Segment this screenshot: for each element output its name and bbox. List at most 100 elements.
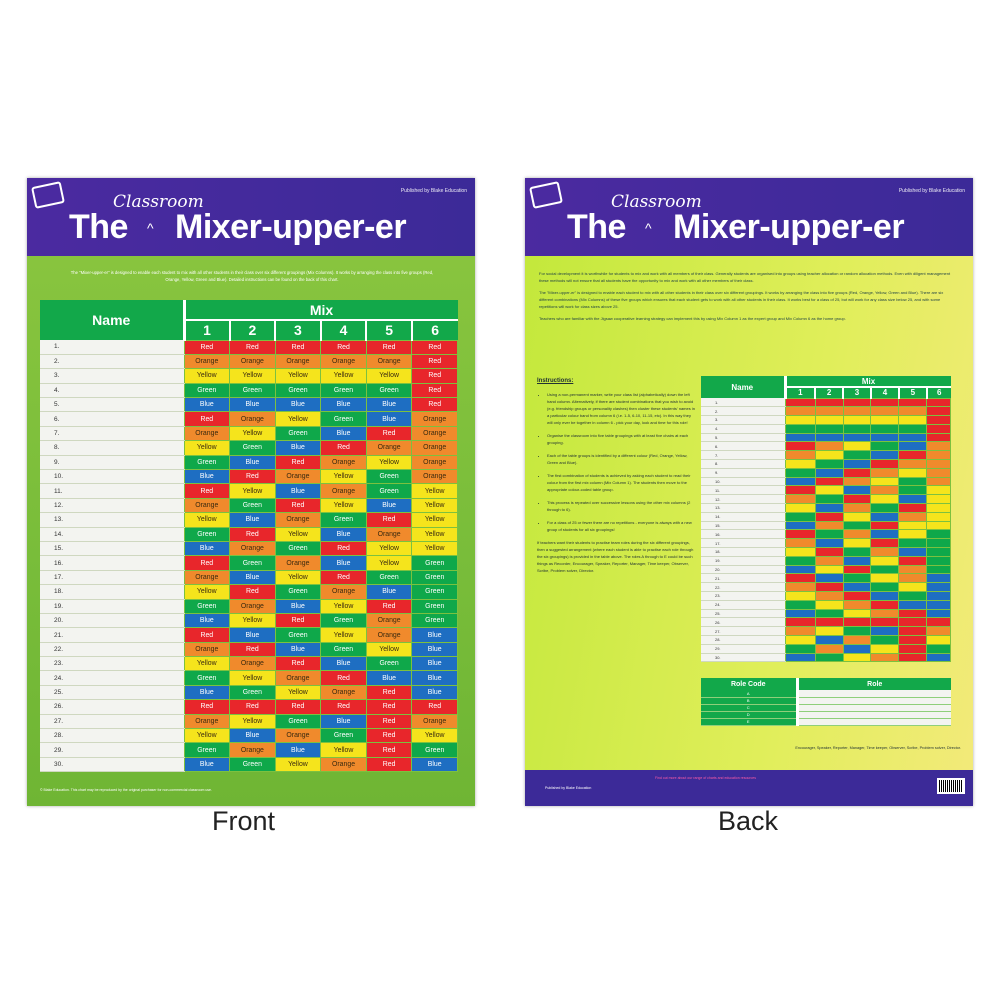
group-cell-yellow [870, 643, 900, 654]
group-cell-green [898, 476, 928, 487]
mix-header: Mix [184, 300, 458, 321]
group-cell-blue [926, 591, 951, 601]
table-row: 23. Yellow Orange Red Blue Green Blue [40, 656, 458, 672]
group-cell-blue: Blue [411, 656, 458, 672]
table-row: 17. [701, 538, 951, 549]
name-cell: 3. [40, 368, 184, 384]
table-row: 10. [701, 476, 951, 487]
role-list: Encourager, Speaker, Reporter, Manager, … [795, 746, 961, 750]
group-cell-yellow: Yellow [183, 656, 231, 672]
name-cell: 13. [701, 503, 785, 513]
role-row: E [701, 718, 951, 726]
group-cell-blue [870, 432, 900, 443]
group-cell-blue [870, 450, 900, 461]
table-row: 7. [701, 450, 951, 461]
name-cell: 6. [701, 441, 785, 452]
group-cell-blue: Blue [320, 656, 367, 672]
name-cell: 7. [701, 450, 785, 461]
role-input [797, 690, 951, 698]
mix-column-header: 6 [410, 320, 458, 340]
name-cell: 10. [701, 477, 785, 487]
group-cell-blue: Blue [229, 397, 276, 413]
table-row: 7. Orange Yellow Green Blue Red Orange [40, 425, 458, 442]
group-cell-red: Red [365, 512, 413, 528]
group-cell-red [814, 511, 844, 522]
role-row: C [701, 704, 951, 712]
group-cell-green: Green [183, 382, 231, 399]
table-row: 6. Red Orange Yellow Green Blue Orange [40, 411, 458, 427]
group-cell-orange: Orange [320, 756, 367, 773]
group-cell-yellow: Yellow [411, 540, 458, 557]
group-cell-blue: Blue [320, 555, 367, 571]
group-cell-blue: Blue [274, 598, 322, 614]
group-cell-green: Green [229, 756, 276, 773]
mix-column-header: 5 [365, 320, 412, 340]
group-cell-red: Red [365, 684, 413, 701]
group-cell-blue [814, 503, 844, 513]
group-cell-green [842, 547, 872, 557]
group-cell-blue: Blue [411, 670, 458, 686]
group-cell-yellow: Yellow [365, 540, 413, 557]
name-cell: 11. [40, 483, 184, 499]
table-row: 18. Yellow Red Green Orange Blue Green [40, 584, 458, 600]
table-row: 5. [701, 432, 951, 443]
group-cell-yellow [842, 415, 872, 425]
group-cell-red: Red [229, 584, 276, 600]
group-cell-orange: Orange [365, 612, 413, 629]
group-cell-orange: Orange [183, 425, 231, 442]
group-cell-green [898, 538, 928, 549]
group-cell-blue [814, 573, 844, 584]
name-cell: 19. [40, 599, 184, 614]
group-cell-green [926, 547, 951, 557]
group-cell-yellow [814, 564, 844, 575]
name-cell: 23. [40, 656, 184, 672]
table-row: 4. [701, 423, 951, 434]
group-cell-blue: Blue [183, 540, 231, 557]
group-cell-green [842, 450, 872, 461]
group-cell-green: Green [274, 627, 322, 643]
group-cell-blue: Blue [229, 569, 276, 586]
group-cell-yellow: Yellow [411, 497, 458, 514]
name-cell: 20. [40, 613, 184, 629]
group-cell-red: Red [365, 756, 413, 773]
group-cell-orange [926, 467, 951, 478]
caption-front: Front [212, 806, 276, 836]
table-row: 24. [701, 599, 951, 610]
group-cell-green: Green [320, 728, 367, 744]
group-cell-yellow: Yellow [229, 368, 276, 384]
group-cell-yellow [898, 582, 928, 593]
group-cell-green [926, 555, 951, 566]
group-cell-yellow: Yellow [229, 483, 276, 499]
group-cell-orange [926, 459, 951, 469]
group-cell-red [784, 397, 816, 408]
intro-paragraph: For social development it is worthwhile … [539, 271, 951, 283]
title-caret: ^ [645, 220, 652, 236]
group-cell-blue: Blue [411, 684, 458, 701]
group-cell-yellow: Yellow [274, 526, 322, 542]
group-cell-red: Red [320, 569, 367, 586]
group-cell-yellow: Yellow [411, 483, 458, 499]
role-input [797, 697, 951, 705]
group-cell-blue: Blue [274, 742, 322, 758]
group-cell-orange: Orange [320, 483, 367, 499]
name-cell: 30. [701, 653, 785, 663]
back-footer: Find out more about our range of charts … [525, 770, 973, 806]
group-cell-red: Red [274, 339, 322, 355]
group-cell-blue [842, 485, 872, 496]
group-cell-yellow [898, 529, 928, 540]
table-row: 22. [701, 582, 951, 593]
group-cell-red [926, 423, 951, 434]
mix-column-header: 3 [842, 387, 871, 398]
table-row: 3. Yellow Yellow Yellow Yellow Yellow Red [40, 368, 458, 384]
group-cell-orange [784, 406, 816, 417]
group-cell-orange [898, 564, 928, 575]
group-cell-red [870, 538, 900, 549]
group-cell-blue: Blue [365, 411, 413, 427]
group-cell-blue: Blue [320, 397, 367, 413]
group-cell-green [842, 423, 872, 434]
group-cell-orange [814, 441, 844, 452]
group-cell-green: Green [274, 713, 322, 730]
group-cell-red: Red [183, 555, 231, 571]
group-cell-green [814, 608, 844, 619]
group-cell-green: Green [183, 742, 231, 758]
